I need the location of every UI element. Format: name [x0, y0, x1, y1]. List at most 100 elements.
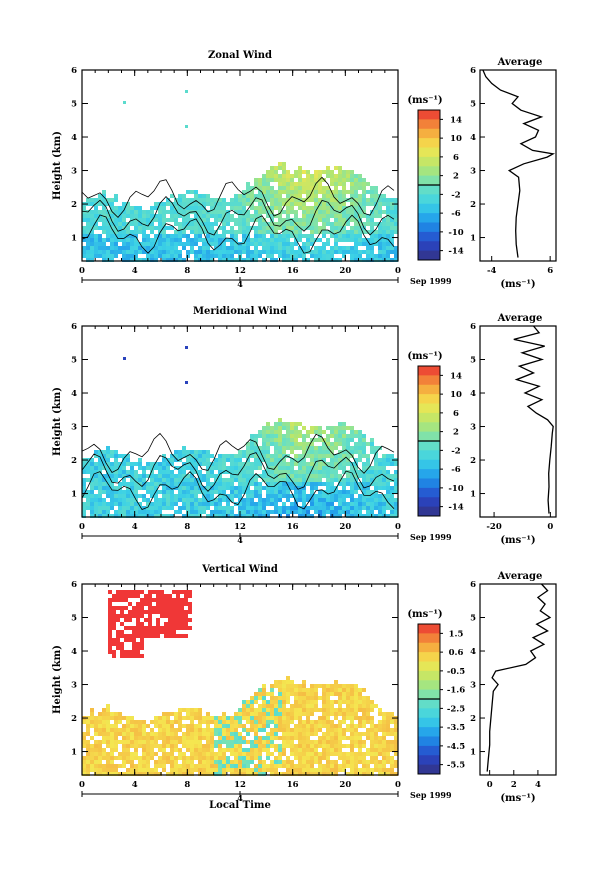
heatmap-cell [166, 724, 170, 728]
heatmap-cell [306, 214, 310, 218]
heatmap-cell [290, 450, 294, 454]
heatmap-cell [234, 740, 238, 744]
heatmap-cell [374, 222, 378, 226]
heatmap-cell [262, 486, 266, 490]
heatmap-cell [124, 614, 128, 618]
heatmap-cell [370, 218, 374, 222]
heatmap-cell [142, 498, 146, 502]
heatmap-cell [118, 490, 122, 494]
heatmap-cell [278, 458, 282, 462]
heatmap-cell [246, 700, 250, 704]
heatmap-cell [210, 760, 214, 764]
heatmap-cell [334, 458, 338, 462]
heatmap-cell [378, 728, 382, 732]
heatmap-cell [378, 226, 382, 230]
heatmap-cell [90, 226, 94, 230]
heatmap-cell [166, 486, 170, 490]
heatmap-cell [266, 198, 270, 202]
heatmap-cell [314, 466, 318, 470]
heatmap-cell [242, 218, 246, 222]
heatmap-cell [158, 238, 162, 242]
heatmap-cell [206, 760, 210, 764]
heatmap-cell [108, 626, 112, 630]
heatmap-cell [270, 498, 274, 502]
heatmap-cell [186, 242, 190, 246]
heatmap-cell [350, 466, 354, 470]
heatmap-cell [132, 610, 136, 614]
heatmap-cell [374, 238, 378, 242]
heatmap-cell [262, 226, 266, 230]
heatmap-cell [302, 170, 306, 174]
heatmap-cell [234, 728, 238, 732]
heatmap-cell [186, 502, 190, 506]
heatmap-cell [302, 462, 306, 466]
heatmap-cell [282, 688, 286, 692]
heatmap-cell [350, 474, 354, 478]
heatmap-cell [250, 510, 254, 514]
profile-y-tick-label: 5 [470, 614, 476, 624]
heatmap-cell [132, 646, 136, 650]
heatmap-cell [222, 246, 226, 250]
heatmap-cell [170, 498, 174, 502]
heatmap-cell [214, 756, 218, 760]
heatmap-cell [318, 250, 322, 254]
heatmap-cell [286, 482, 290, 486]
heatmap-cell [274, 226, 278, 230]
heatmap-cell [350, 238, 354, 242]
heatmap-cell [172, 634, 176, 638]
heatmap-cell [346, 692, 350, 696]
heatmap-cell [110, 756, 114, 760]
heatmap-cell [238, 230, 242, 234]
heatmap-cell [262, 720, 266, 724]
heatmap-cell [154, 238, 158, 242]
heatmap-cell [142, 768, 146, 772]
heatmap-cell [374, 458, 378, 462]
heatmap-cell [254, 254, 258, 258]
heatmap-cell [358, 470, 362, 474]
heatmap-cell [258, 234, 262, 238]
heatmap-cell [378, 478, 382, 482]
heatmap-cell [262, 748, 266, 752]
heatmap-cell [114, 748, 118, 752]
heatmap-cell [186, 466, 190, 470]
heatmap-cell [310, 182, 314, 186]
heatmap-cell [350, 202, 354, 206]
heatmap-cell [334, 182, 338, 186]
heatmap-cell [178, 716, 182, 720]
heatmap-cell [250, 708, 254, 712]
heatmap-cell [270, 708, 274, 712]
heatmap-cell [302, 486, 306, 490]
heatmap-cell [142, 242, 146, 246]
heatmap-cell [318, 178, 322, 182]
heatmap-cell [314, 230, 318, 234]
heatmap-cell [222, 728, 226, 732]
heatmap-cell [106, 486, 110, 490]
heatmap-cell [246, 218, 250, 222]
profile-title: Average [497, 571, 543, 582]
heatmap-cell [262, 744, 266, 748]
heatmap-cell [326, 764, 330, 768]
heatmap-cell [334, 490, 338, 494]
heatmap-cell [342, 222, 346, 226]
heatmap-cell [302, 458, 306, 462]
heatmap-cell [362, 688, 366, 692]
heatmap-cell [166, 756, 170, 760]
heatmap-cell [246, 486, 250, 490]
heatmap-cell [202, 230, 206, 234]
heatmap-cell [194, 206, 198, 210]
heatmap-cell [94, 768, 98, 772]
heatmap-cell [206, 728, 210, 732]
heatmap-cell [246, 482, 250, 486]
heatmap-cell [108, 630, 112, 634]
heatmap-cell [334, 514, 338, 518]
heatmap-cell [90, 478, 94, 482]
heatmap-cell [142, 470, 146, 474]
heatmap-cell [146, 210, 150, 214]
heatmap-cell [338, 166, 342, 170]
colorbar-segment [418, 213, 440, 223]
heatmap-cell [354, 756, 358, 760]
heatmap-cell [342, 198, 346, 202]
heatmap-cell [354, 688, 358, 692]
heatmap-cell [234, 716, 238, 720]
